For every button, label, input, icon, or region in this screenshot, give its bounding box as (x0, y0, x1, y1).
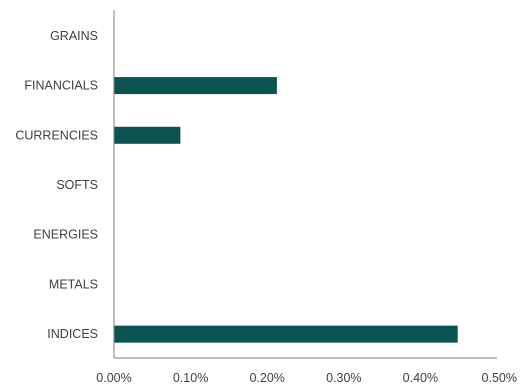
x-tick-label: 0.40% (403, 371, 438, 385)
bars-group (114, 77, 458, 343)
category-label-grains: GRAINS (50, 29, 98, 43)
category-label-metals: METALS (49, 277, 98, 291)
x-tick-label: 0.10% (173, 371, 208, 385)
x-tick-label: 0.20% (249, 371, 284, 385)
category-label-indices: INDICES (47, 327, 98, 341)
category-label-financials: FINANCIALS (24, 79, 98, 93)
bar-currencies (114, 126, 181, 144)
category-label-currencies: CURRENCIES (15, 128, 98, 142)
x-tick-labels: 0.00% 0.10% 0.20% 0.30% 0.40% 0.50% (96, 371, 517, 385)
bar-financials (114, 77, 277, 95)
x-tick-label: 0.50% (482, 371, 517, 385)
category-label-energies: ENERGIES (33, 228, 98, 242)
x-tick-label: 0.00% (96, 371, 131, 385)
category-labels: GRAINS FINANCIALS CURRENCIES SOFTS ENERGIES M… (15, 29, 98, 341)
category-label-softs: SOFTS (56, 178, 98, 192)
x-tick-label: 0.30% (326, 371, 361, 385)
bar-indices (114, 325, 458, 343)
